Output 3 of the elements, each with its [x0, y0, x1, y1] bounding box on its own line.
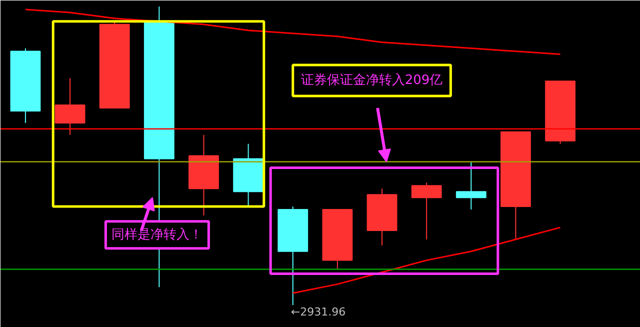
text: ←2931.96: [290, 306, 346, 319]
annotation: 证券保证金净转入209亿: [300, 73, 443, 88]
candlestick: [456, 161, 486, 210]
